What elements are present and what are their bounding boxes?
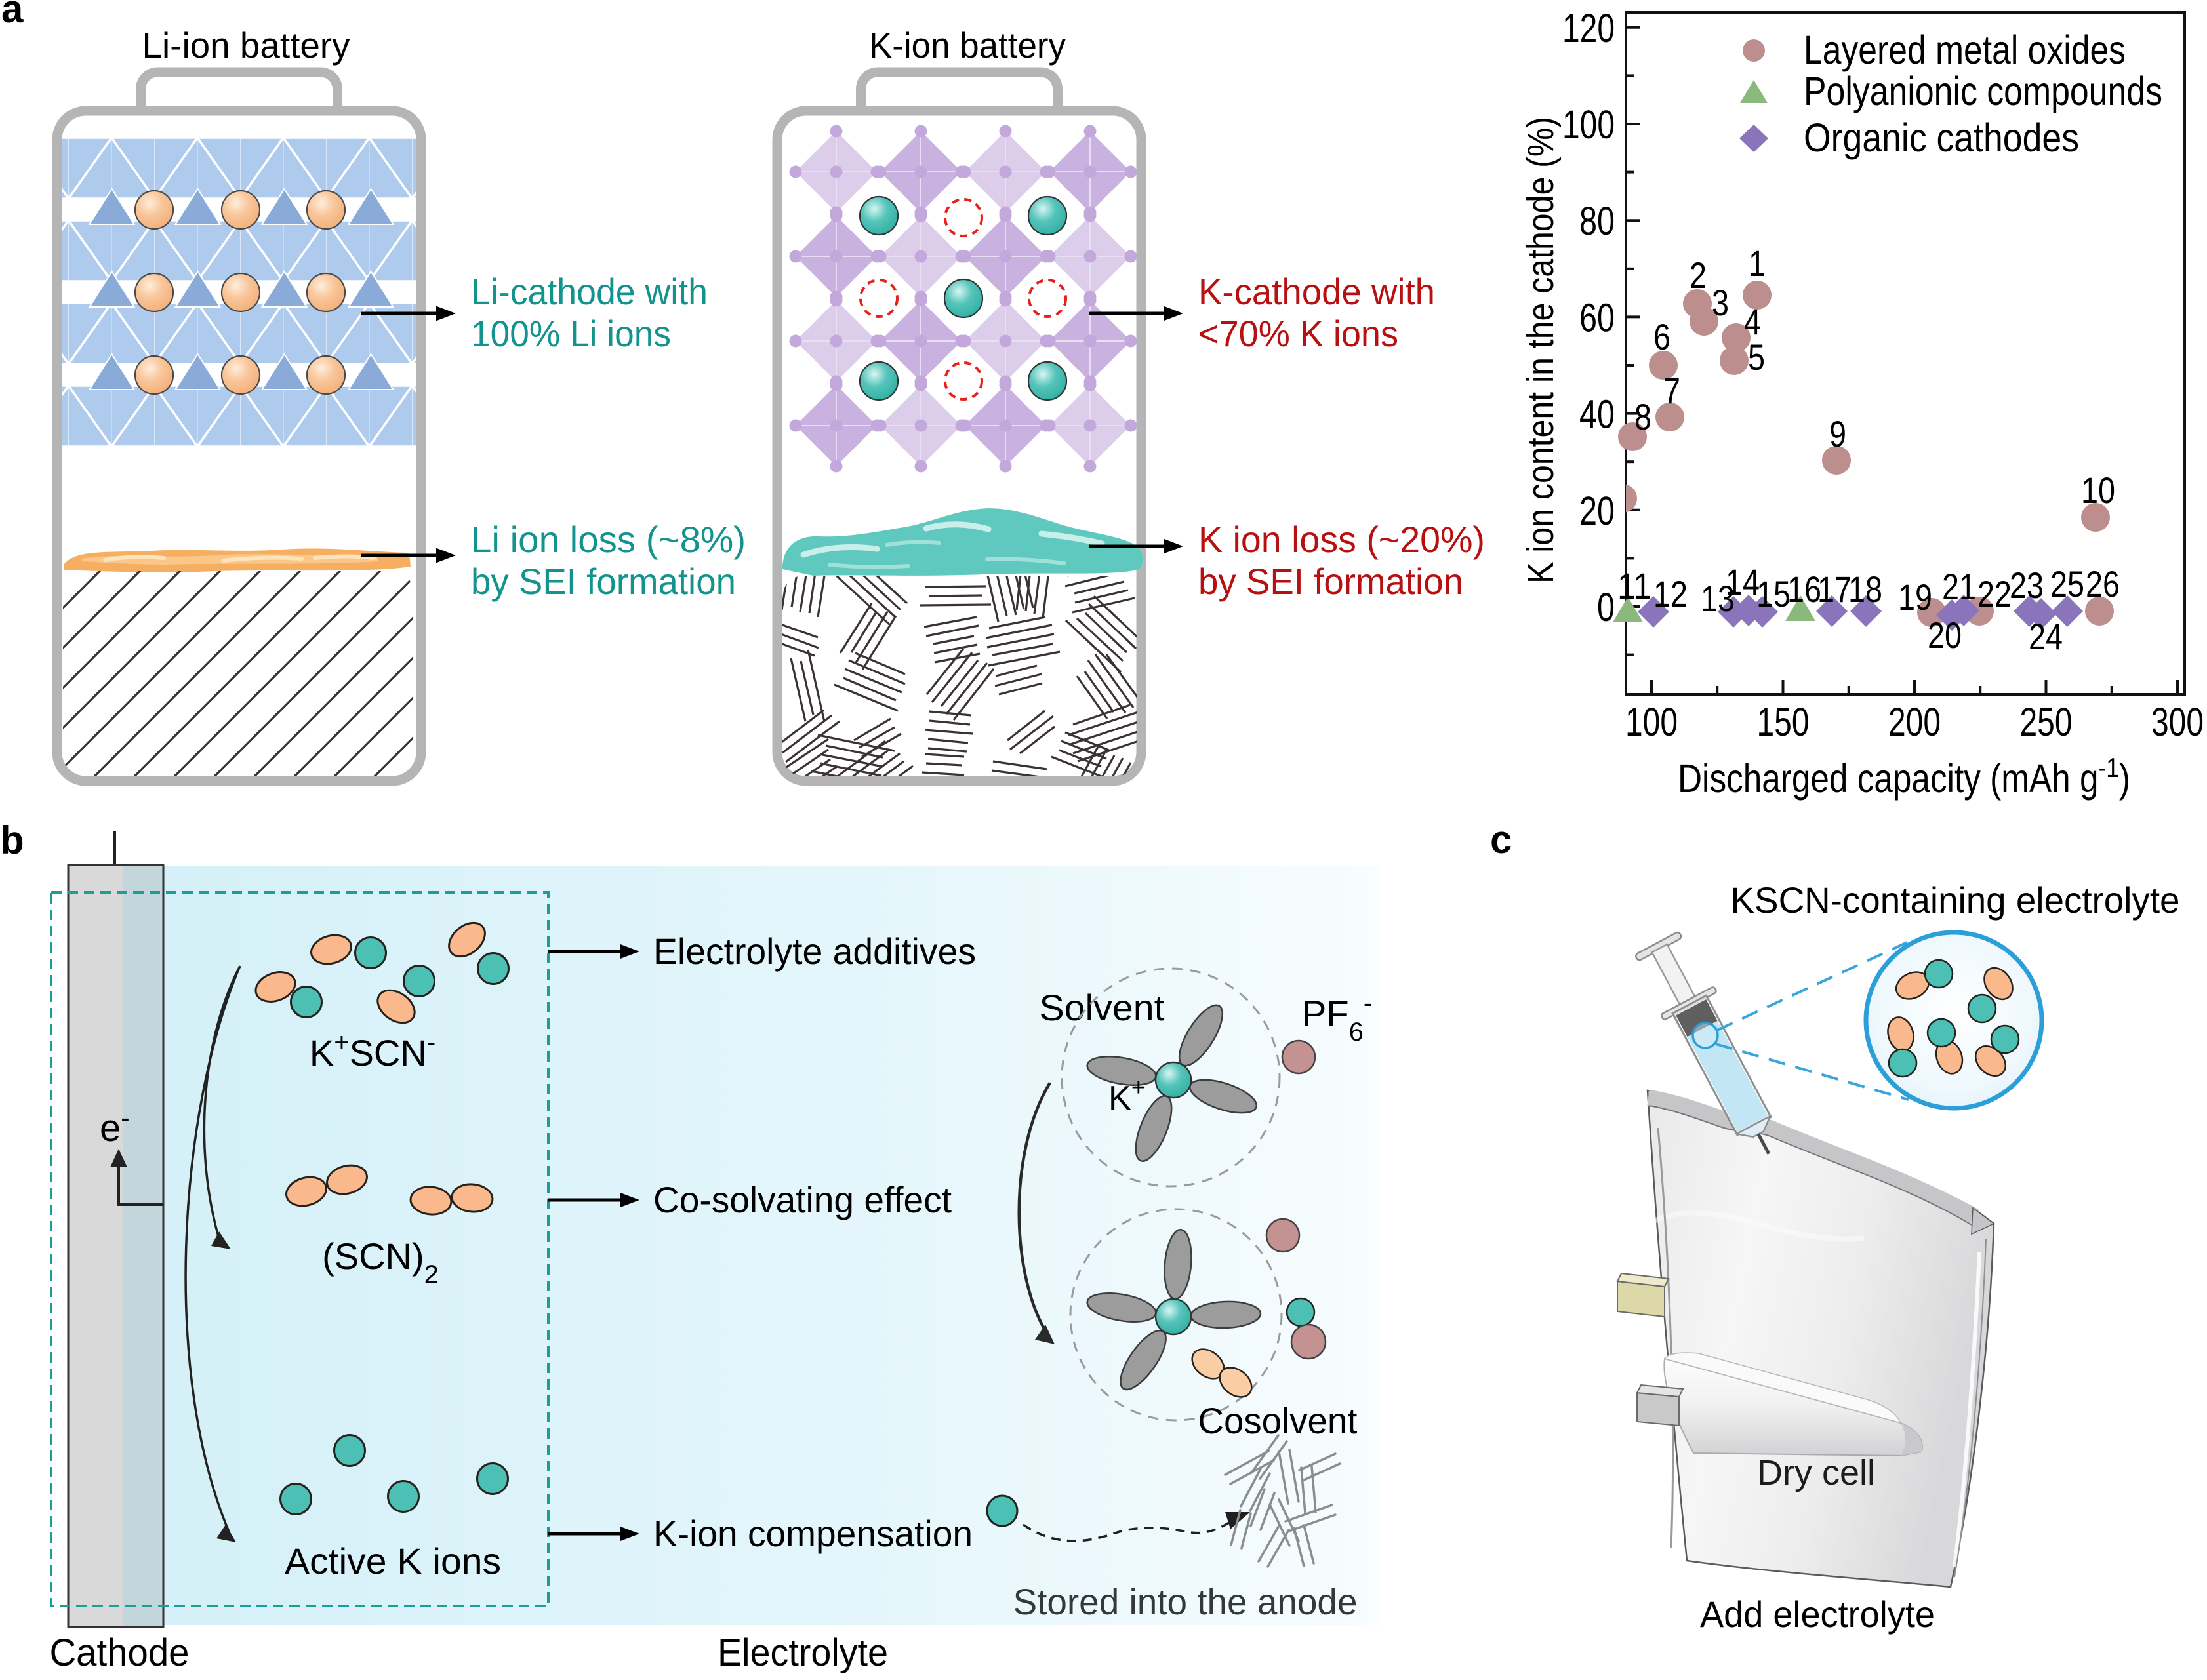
svg-text:Electrolyte: Electrolyte: [718, 1631, 888, 1674]
svg-text:0: 0: [1597, 585, 1615, 630]
svg-text:by SEI formation: by SEI formation: [471, 561, 736, 602]
svg-text:Add electrolyte: Add electrolyte: [1700, 1593, 1935, 1635]
svg-text:<70% K ions: <70% K ions: [1198, 313, 1398, 354]
svg-text:300: 300: [2151, 700, 2204, 744]
svg-text:a: a: [1, 0, 24, 31]
svg-text:Polyanionic compounds: Polyanionic compounds: [1804, 69, 2162, 113]
svg-text:Solvent: Solvent: [1040, 987, 1165, 1028]
svg-text:10: 10: [2081, 470, 2115, 511]
svg-text:4: 4: [1744, 301, 1761, 342]
svg-text:23: 23: [2010, 565, 2044, 606]
svg-text:13: 13: [1701, 578, 1735, 619]
svg-text:17: 17: [1817, 569, 1852, 610]
svg-text:24: 24: [2029, 616, 2063, 657]
svg-text:40: 40: [1579, 392, 1615, 437]
svg-text:26: 26: [2086, 563, 2120, 605]
svg-text:Stored into the anode: Stored into the anode: [1013, 1581, 1358, 1622]
svg-text:Active K ions: Active K ions: [285, 1540, 501, 1582]
svg-text:K-ion battery: K-ion battery: [869, 25, 1066, 66]
svg-text:100: 100: [1562, 102, 1615, 147]
svg-text:7: 7: [1663, 370, 1680, 411]
svg-text:1: 1: [1749, 243, 1766, 284]
svg-text:Organic cathodes: Organic cathodes: [1804, 115, 2079, 160]
svg-text:200: 200: [1888, 700, 1941, 744]
svg-text:22: 22: [1977, 573, 2012, 614]
svg-text:Co-solvating effect: Co-solvating effect: [653, 1179, 952, 1220]
svg-text:Electrolyte additives: Electrolyte additives: [653, 930, 976, 972]
svg-text:80: 80: [1579, 199, 1615, 243]
svg-text:9: 9: [1829, 413, 1846, 454]
svg-text:120: 120: [1562, 6, 1615, 50]
svg-text:18: 18: [1848, 569, 1882, 610]
svg-text:12: 12: [1653, 573, 1688, 614]
svg-text:K ion content in the cathode (: K ion content in the cathode (%): [1520, 117, 1562, 584]
svg-text:15: 15: [1756, 573, 1791, 614]
svg-text:b: b: [0, 818, 24, 862]
svg-text:250: 250: [2020, 700, 2073, 744]
svg-text:6: 6: [1653, 316, 1670, 357]
svg-text:c: c: [1490, 818, 1512, 862]
svg-text:5: 5: [1748, 336, 1765, 378]
svg-text:Layered metal oxides: Layered metal oxides: [1804, 28, 2126, 72]
svg-text:14: 14: [1726, 561, 1760, 603]
svg-text:Cathode: Cathode: [50, 1631, 190, 1674]
svg-text:16: 16: [1787, 569, 1821, 610]
svg-text:8: 8: [1634, 396, 1651, 437]
svg-text:Li-cathode with: Li-cathode with: [471, 271, 708, 312]
svg-text:KSCN-containing electrolyte: KSCN-containing electrolyte: [1731, 879, 2180, 921]
svg-text:100: 100: [1625, 700, 1678, 744]
svg-text:K-cathode with: K-cathode with: [1198, 271, 1435, 312]
svg-text:K+: K+: [1108, 1074, 1146, 1117]
svg-text:21: 21: [1942, 566, 1976, 607]
svg-text:3: 3: [1712, 282, 1729, 323]
svg-text:Li-ion battery: Li-ion battery: [142, 25, 350, 66]
svg-text:Dry cell: Dry cell: [1757, 1453, 1875, 1492]
svg-text:K-ion compensation: K-ion compensation: [653, 1513, 973, 1554]
svg-text:K ion loss (~20%): K ion loss (~20%): [1198, 519, 1485, 560]
svg-text:20: 20: [1928, 614, 1962, 656]
svg-text:Discharged capacity (mAh g-1): Discharged capacity (mAh g-1): [1678, 752, 2130, 801]
svg-text:2: 2: [1690, 254, 1707, 296]
svg-text:Li ion loss (~8%): Li ion loss (~8%): [471, 519, 746, 560]
svg-text:20: 20: [1579, 489, 1615, 533]
svg-text:25: 25: [2050, 563, 2084, 605]
svg-text:by SEI formation: by SEI formation: [1198, 561, 1463, 602]
svg-text:19: 19: [1898, 576, 1932, 618]
svg-text:60: 60: [1579, 295, 1615, 340]
svg-text:K+SCN-: K+SCN-: [310, 1028, 435, 1073]
svg-text:100% Li ions: 100% Li ions: [471, 313, 671, 354]
svg-text:11: 11: [1617, 565, 1651, 607]
svg-text:150: 150: [1757, 700, 1810, 744]
